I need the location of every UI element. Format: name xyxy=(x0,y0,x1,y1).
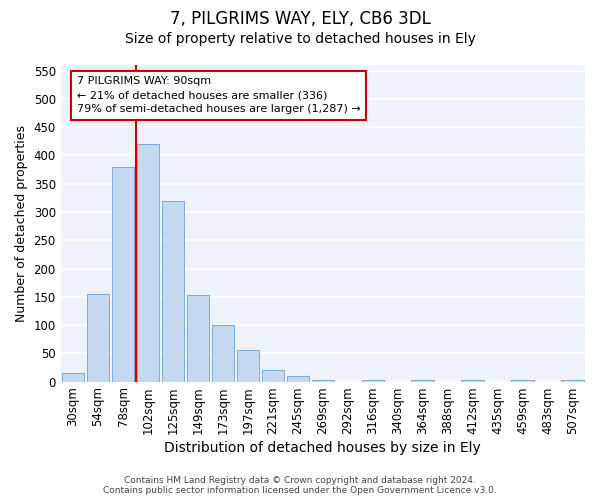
Bar xyxy=(212,325,234,382)
Bar xyxy=(112,167,134,382)
Bar xyxy=(62,373,85,382)
Text: Size of property relative to detached houses in Ely: Size of property relative to detached ho… xyxy=(125,32,475,46)
Text: Contains HM Land Registry data © Crown copyright and database right 2024.
Contai: Contains HM Land Registry data © Crown c… xyxy=(103,476,497,495)
Bar xyxy=(311,380,334,382)
Y-axis label: Number of detached properties: Number of detached properties xyxy=(15,125,28,322)
Bar xyxy=(162,200,184,382)
Bar xyxy=(412,380,434,382)
Bar xyxy=(137,144,159,382)
Text: 7 PILGRIMS WAY: 90sqm
← 21% of detached houses are smaller (336)
79% of semi-det: 7 PILGRIMS WAY: 90sqm ← 21% of detached … xyxy=(77,76,361,114)
Text: 7, PILGRIMS WAY, ELY, CB6 3DL: 7, PILGRIMS WAY, ELY, CB6 3DL xyxy=(170,10,430,28)
Bar xyxy=(87,294,109,382)
Bar xyxy=(236,350,259,382)
Bar xyxy=(362,380,384,382)
Bar xyxy=(287,376,309,382)
X-axis label: Distribution of detached houses by size in Ely: Distribution of detached houses by size … xyxy=(164,441,481,455)
Bar xyxy=(187,295,209,382)
Bar xyxy=(561,380,584,382)
Bar xyxy=(262,370,284,382)
Bar xyxy=(461,380,484,382)
Bar xyxy=(511,380,534,382)
